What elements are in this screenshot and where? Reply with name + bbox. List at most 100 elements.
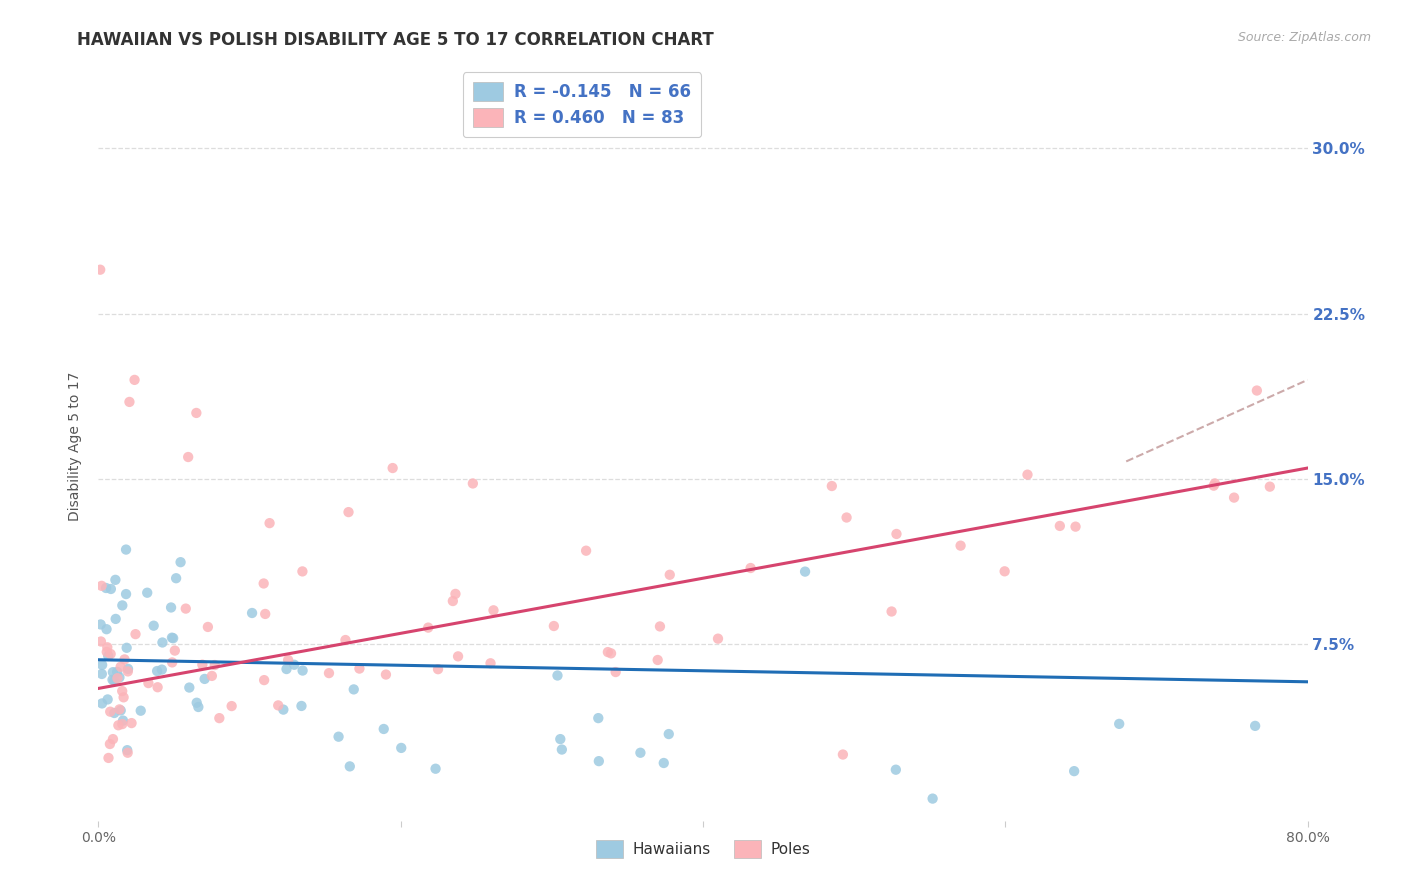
Point xyxy=(277,653,299,667)
Point xyxy=(880,605,903,619)
Point xyxy=(1258,480,1281,494)
Point xyxy=(550,732,572,747)
Point xyxy=(96,640,118,655)
Point xyxy=(707,632,730,646)
Point xyxy=(273,703,295,717)
Point xyxy=(98,705,121,719)
Point xyxy=(994,564,1017,578)
Point xyxy=(124,373,146,387)
Point xyxy=(107,671,129,685)
Point xyxy=(115,587,138,601)
Point xyxy=(551,742,574,756)
Point xyxy=(575,543,598,558)
Point xyxy=(169,555,191,569)
Point xyxy=(628,746,651,760)
Point xyxy=(605,665,627,679)
Point xyxy=(103,673,125,688)
Point xyxy=(482,603,505,617)
Point xyxy=(740,561,762,575)
Point xyxy=(187,700,209,714)
Point xyxy=(115,743,138,757)
Point xyxy=(658,567,681,582)
Point xyxy=(204,658,226,673)
Point xyxy=(1017,467,1039,482)
Point xyxy=(291,565,314,579)
Point xyxy=(150,663,173,677)
Point xyxy=(821,479,844,493)
Point xyxy=(96,622,118,636)
Point xyxy=(1063,764,1085,779)
Point xyxy=(335,633,357,648)
Point xyxy=(596,645,619,659)
Point xyxy=(138,676,160,690)
Point xyxy=(254,607,277,621)
Point xyxy=(98,737,121,751)
Point xyxy=(108,670,131,684)
Point xyxy=(461,476,484,491)
Point xyxy=(89,262,111,277)
Point xyxy=(91,697,114,711)
Point xyxy=(179,681,201,695)
Point xyxy=(90,634,112,648)
Point xyxy=(186,406,208,420)
Point xyxy=(91,657,114,672)
Point xyxy=(831,747,853,762)
Point xyxy=(479,657,502,671)
Point xyxy=(121,716,143,731)
Point xyxy=(291,664,314,678)
Point xyxy=(107,718,129,732)
Point xyxy=(290,698,312,713)
Point xyxy=(444,587,467,601)
Point xyxy=(111,717,134,731)
Point xyxy=(104,573,127,587)
Point xyxy=(114,652,136,666)
Point xyxy=(146,680,169,694)
Point xyxy=(100,582,122,596)
Text: Source: ZipAtlas.com: Source: ZipAtlas.com xyxy=(1237,31,1371,45)
Point xyxy=(949,539,972,553)
Point xyxy=(884,763,907,777)
Point xyxy=(174,601,197,615)
Point xyxy=(276,662,298,676)
Point xyxy=(253,576,276,591)
Point xyxy=(101,673,124,687)
Point xyxy=(337,505,360,519)
Point xyxy=(110,660,132,674)
Point xyxy=(96,645,118,659)
Point xyxy=(110,703,132,717)
Point xyxy=(339,759,361,773)
Point xyxy=(97,692,120,706)
Point xyxy=(1108,717,1130,731)
Point xyxy=(160,600,183,615)
Point xyxy=(447,649,470,664)
Point xyxy=(90,667,112,681)
Point xyxy=(259,516,281,530)
Point xyxy=(373,722,395,736)
Point xyxy=(886,527,908,541)
Point xyxy=(1246,384,1268,398)
Point xyxy=(160,631,183,645)
Point xyxy=(588,711,610,725)
Point xyxy=(111,599,134,613)
Point xyxy=(136,585,159,599)
Point xyxy=(115,542,138,557)
Point xyxy=(208,711,231,725)
Point xyxy=(111,714,134,728)
Point xyxy=(1064,519,1087,533)
Text: HAWAIIAN VS POLISH DISABILITY AGE 5 TO 17 CORRELATION CHART: HAWAIIAN VS POLISH DISABILITY AGE 5 TO 1… xyxy=(77,31,714,49)
Point xyxy=(103,706,125,720)
Point xyxy=(648,619,671,633)
Point xyxy=(194,672,217,686)
Point xyxy=(142,618,165,632)
Point xyxy=(647,653,669,667)
Point xyxy=(90,617,112,632)
Point xyxy=(160,656,183,670)
Point xyxy=(97,751,120,765)
Point xyxy=(201,669,224,683)
Point xyxy=(418,621,440,635)
Point xyxy=(101,732,124,747)
Point xyxy=(427,662,450,676)
Point xyxy=(152,635,174,649)
Point xyxy=(835,510,858,524)
Point xyxy=(177,450,200,464)
